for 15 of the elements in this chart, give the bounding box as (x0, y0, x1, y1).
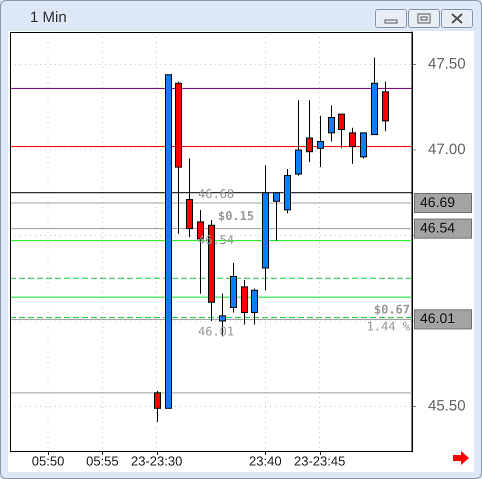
y-tick-label: 47.00 (428, 141, 466, 158)
x-tick-label: 05:55 (86, 453, 119, 468)
chart-title: 1 Min (30, 9, 67, 26)
annotation: 1.44 % (366, 319, 411, 334)
annotation: $0.15 (218, 208, 254, 223)
x-tick-label: 23-23:45 (294, 453, 346, 468)
x-tick-label: 23-23:30 (131, 453, 182, 468)
ref-line-label: 46.69 (420, 194, 456, 210)
x-tick-label: 05:50 (32, 453, 64, 468)
y-tick-label: 47.50 (428, 56, 466, 73)
x-tick-label: 23:40 (249, 453, 282, 468)
y-tick-label: 45.50 (428, 398, 466, 415)
ref-line-label: 46.01 (420, 310, 456, 326)
ref-line-label: 46.54 (420, 220, 456, 236)
annotation: $0.67 (374, 302, 410, 316)
